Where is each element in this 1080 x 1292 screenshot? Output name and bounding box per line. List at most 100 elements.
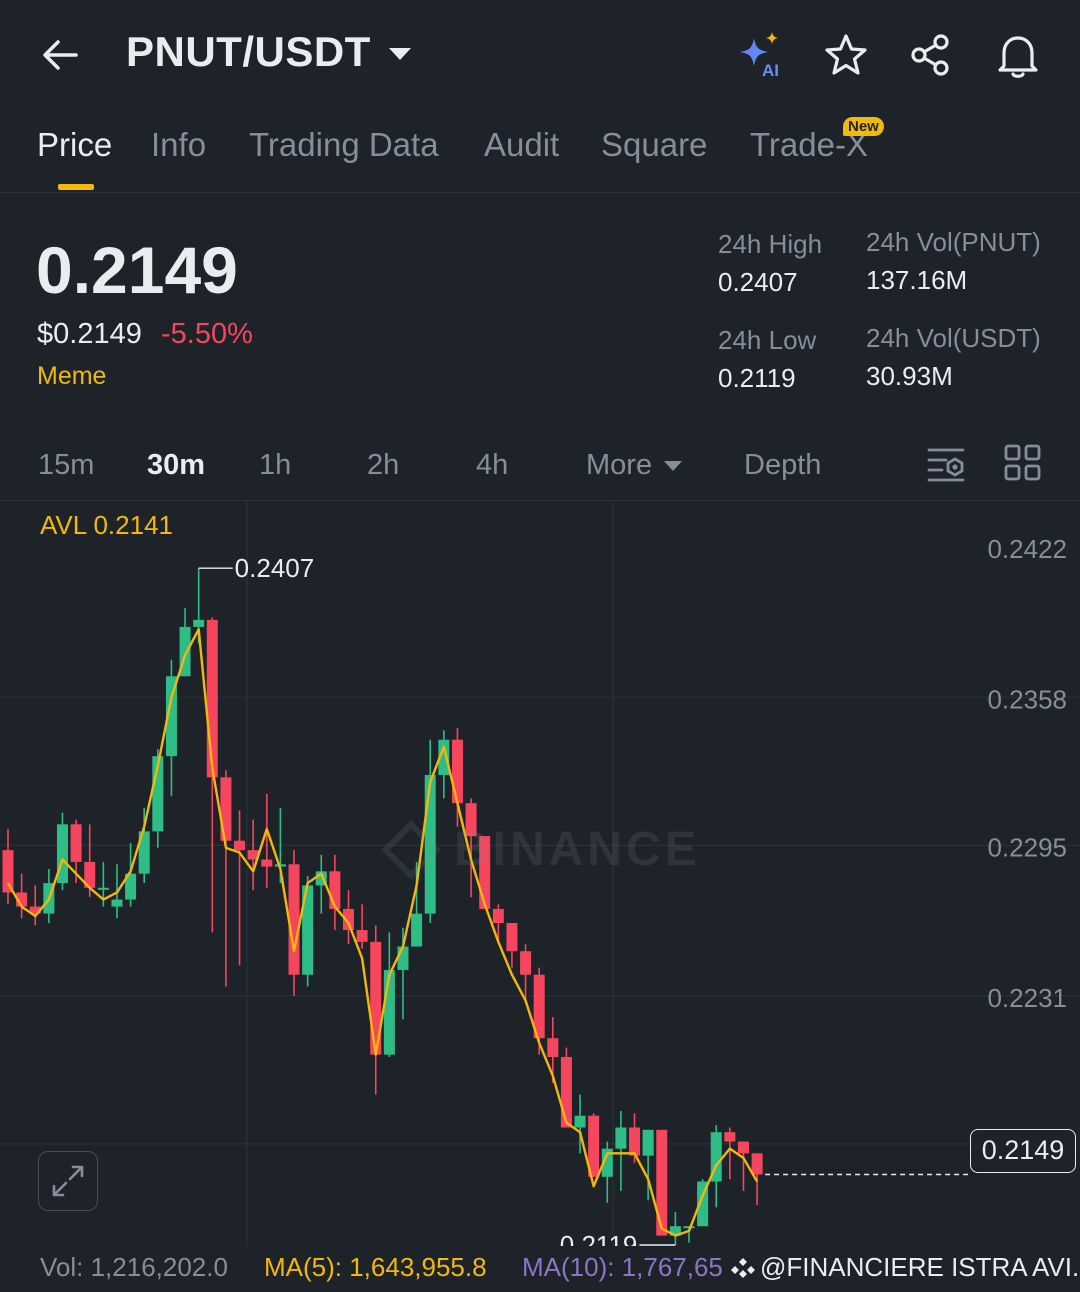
share-icon: [911, 34, 949, 76]
share-button[interactable]: [905, 30, 957, 82]
candle-body[interactable]: [125, 873, 137, 900]
y-axis-tick-label: 0.2231: [987, 983, 1067, 1013]
candle-body[interactable]: [424, 774, 436, 914]
tab-audit[interactable]: Audit: [484, 126, 560, 163]
tabs-divider: [0, 192, 1080, 193]
favorite-button[interactable]: [820, 30, 872, 82]
back-button[interactable]: [36, 30, 86, 80]
star-icon: [825, 34, 867, 75]
candle-body[interactable]: [574, 1115, 586, 1128]
alert-button[interactable]: [992, 30, 1044, 82]
binance-watermark: BINANCE: [381, 819, 701, 880]
indicator-settings-icon: [927, 448, 965, 482]
interval-2h[interactable]: 2h: [367, 449, 400, 481]
candle-body[interactable]: [383, 970, 395, 1055]
price-change-percent: -5.50%: [161, 318, 253, 350]
interval-more-dropdown[interactable]: More: [586, 449, 683, 482]
depth-tab[interactable]: Depth: [744, 449, 822, 481]
candle-body[interactable]: [438, 739, 450, 775]
candle-body[interactable]: [751, 1153, 763, 1175]
back-arrow-icon: [43, 40, 78, 70]
candle-body[interactable]: [710, 1132, 722, 1182]
y-axis-tick-label: 0.2422: [987, 534, 1067, 564]
candle-body[interactable]: [56, 824, 68, 884]
candle-body[interactable]: [84, 861, 96, 888]
indicator-settings-button[interactable]: [924, 442, 968, 486]
candle-body[interactable]: [724, 1132, 736, 1142]
vol-base-value: 137.16M: [866, 265, 968, 295]
candle-body[interactable]: [601, 1148, 613, 1177]
candle-body[interactable]: [669, 1226, 681, 1236]
tab-trading-data[interactable]: Trading Data: [249, 126, 439, 163]
candle-body[interactable]: [451, 739, 463, 804]
layout-grid-button[interactable]: [1002, 442, 1044, 484]
high-value: 0.2407: [718, 267, 798, 297]
candle-body[interactable]: [329, 871, 341, 909]
candle-body[interactable]: [629, 1127, 641, 1156]
candle-body[interactable]: [656, 1129, 668, 1236]
candle-body[interactable]: [302, 885, 314, 975]
candle-body[interactable]: [220, 777, 232, 841]
candle-body[interactable]: [588, 1115, 600, 1177]
candle-body[interactable]: [111, 899, 123, 907]
category-tag[interactable]: Meme: [37, 362, 107, 390]
chevron-down-icon: [388, 48, 411, 60]
candle-body[interactable]: [247, 850, 259, 860]
candle-body[interactable]: [697, 1181, 709, 1227]
expand-icon: [52, 1165, 84, 1197]
candle-body[interactable]: [193, 619, 205, 627]
candle-body[interactable]: [683, 1226, 695, 1229]
candle-body[interactable]: [492, 908, 504, 924]
candle-body[interactable]: [560, 1056, 572, 1128]
candle-body[interactable]: [343, 908, 354, 931]
candle-body[interactable]: [206, 619, 218, 778]
candle-body[interactable]: [465, 803, 477, 837]
tab-info[interactable]: Info: [151, 126, 207, 163]
high-label: 24h High: [718, 229, 823, 259]
candle-body[interactable]: [370, 941, 382, 1055]
pair-selector[interactable]: PNUT/USDT: [126, 28, 411, 76]
tab-square[interactable]: Square: [601, 126, 708, 163]
candle-body[interactable]: [533, 974, 545, 1039]
low-label: 24h Low: [718, 325, 817, 355]
interval-15m[interactable]: 15m: [38, 449, 95, 481]
candle-body[interactable]: [479, 836, 491, 909]
interval-1h[interactable]: 1h: [259, 449, 292, 481]
interval-30m[interactable]: 30m: [147, 449, 206, 481]
interval-4h[interactable]: 4h: [476, 449, 509, 481]
candle-body[interactable]: [234, 840, 246, 851]
vol-quote-label: 24h Vol(USDT): [866, 323, 1041, 353]
candle-body[interactable]: [315, 871, 327, 886]
tab-price[interactable]: Price: [37, 126, 113, 163]
candle-body[interactable]: [165, 676, 177, 757]
candle-body[interactable]: [152, 756, 164, 832]
candle-body[interactable]: [179, 626, 191, 677]
y-axis-tick-label: 0.2295: [987, 832, 1067, 862]
last-price-tag[interactable]: 0.2149: [970, 1129, 1076, 1173]
binance-logo-icon: [731, 1257, 755, 1278]
candle-body[interactable]: [547, 1038, 559, 1057]
new-badge: New: [843, 117, 884, 136]
candle-body[interactable]: [397, 946, 409, 971]
candle-body[interactable]: [356, 930, 368, 942]
candle-body[interactable]: [29, 906, 41, 914]
candle-body[interactable]: [520, 951, 532, 975]
candle-body[interactable]: [615, 1127, 627, 1149]
ai-button[interactable]: AI: [734, 30, 786, 82]
candle-body[interactable]: [16, 892, 28, 907]
fullscreen-button[interactable]: [38, 1151, 98, 1211]
candle-body[interactable]: [411, 913, 423, 947]
last-price: 0.2149: [36, 233, 238, 307]
candle-body[interactable]: [2, 850, 14, 893]
candle-body[interactable]: [737, 1141, 749, 1154]
candle-body[interactable]: [138, 831, 150, 874]
candle-body[interactable]: [506, 923, 518, 952]
candle-body[interactable]: [97, 887, 109, 890]
candle-body[interactable]: [261, 859, 273, 867]
candle-body[interactable]: [642, 1129, 654, 1156]
pair-title: PNUT/USDT: [126, 28, 371, 75]
ai-sparkle-icon: AI: [740, 32, 779, 80]
candle-body[interactable]: [288, 864, 300, 975]
candle-body[interactable]: [70, 824, 82, 862]
